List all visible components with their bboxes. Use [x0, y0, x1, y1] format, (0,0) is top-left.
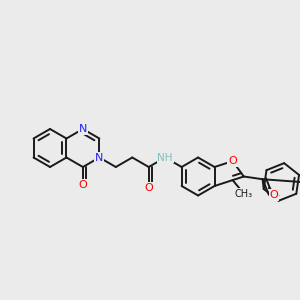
Text: CH₃: CH₃ [235, 189, 253, 199]
Text: O: O [144, 183, 153, 193]
Text: O: O [228, 156, 237, 166]
Text: N: N [79, 124, 87, 134]
Text: N: N [95, 152, 103, 163]
Text: O: O [269, 190, 278, 200]
Text: NH: NH [158, 152, 173, 163]
Text: O: O [79, 180, 87, 190]
